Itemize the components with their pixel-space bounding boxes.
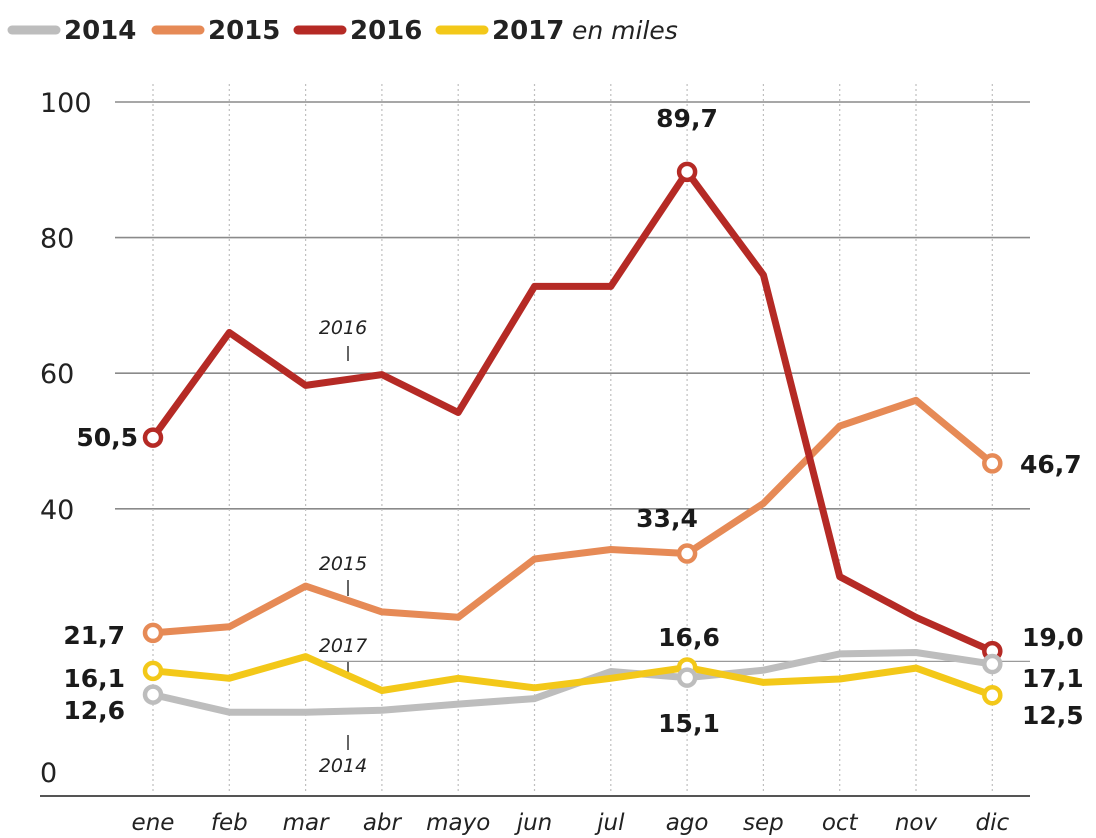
unit-label: en miles — [572, 16, 678, 45]
x-tick-label: mayo — [426, 810, 490, 836]
x-tick-label: dic — [975, 810, 1009, 836]
series-label-2015: 2015 — [319, 553, 367, 575]
series-line-2016 — [149, 168, 996, 655]
legend-label-2014: 2014 — [64, 16, 136, 46]
x-tick-label: abr — [363, 810, 403, 836]
x-axis: ene feb mar abr mayo jun jul ago sep oct nov dic — [132, 810, 1010, 836]
legend: 2014 2015 2016 2017 en miles — [7, 16, 678, 46]
y-tick-label: 100 — [40, 88, 92, 119]
series-line-2017 — [149, 653, 996, 699]
y-tick-label: 60 — [40, 359, 74, 390]
data-point-2015-dic — [982, 453, 1003, 474]
data-label-2017-ene: 16,1 — [63, 664, 125, 693]
legend-label-2016: 2016 — [350, 16, 422, 46]
series-label-2016: 2016 — [319, 317, 367, 339]
data-label-2014-dic: 17,1 — [1022, 664, 1084, 693]
data-label-2016-dic: 19,0 — [1022, 623, 1084, 652]
x-tick-label: ene — [132, 810, 175, 836]
x-tick-label: mar — [283, 810, 330, 836]
y-tick-label: 0 — [40, 758, 57, 789]
x-tick-label: ago — [666, 810, 709, 836]
x-tick-label: feb — [211, 810, 248, 836]
legend-label-2015: 2015 — [208, 16, 280, 46]
series-label-2014: 2014 — [319, 755, 367, 777]
y-tick-label: 80 — [40, 224, 74, 255]
legend-label-2017: 2017 — [492, 16, 564, 46]
data-point-2014-ago — [676, 667, 698, 688]
data-point-2014-ene — [142, 684, 164, 705]
data-point-2016-ago — [676, 161, 698, 183]
series-label-2017: 2017 — [319, 635, 367, 657]
x-tick-label: oct — [822, 810, 859, 836]
data-label-2014-ene: 12,6 — [63, 696, 125, 725]
data-point-2017-dic — [982, 685, 1003, 706]
data-label-2017-ago: 16,6 — [658, 623, 720, 652]
data-point-2016-ene — [142, 427, 164, 448]
data-label-2016-ene: 50,5 — [76, 423, 138, 452]
data-label-2016-ago: 89,7 — [656, 104, 718, 133]
data-label-2017-dic: 12,5 — [1022, 701, 1084, 730]
data-point-2014-dic — [982, 653, 1003, 675]
series-labels: 2016 2015 2017 2014 — [319, 317, 367, 777]
data-point-2015-ago — [676, 543, 698, 564]
y-axis: 0 40 60 80 100 — [40, 88, 92, 789]
x-tick-label: nov — [895, 810, 938, 836]
y-tick-label: 40 — [40, 495, 74, 526]
series-lines — [149, 168, 996, 716]
data-label-2014-ago: 15,1 — [658, 709, 720, 738]
data-points — [142, 161, 1003, 706]
data-label-2015-ago: 33,4 — [636, 504, 698, 533]
x-tick-label: jun — [514, 810, 553, 836]
data-point-2015-ene — [142, 622, 164, 644]
x-tick-label: sep — [743, 810, 784, 836]
data-labels: 50,5 89,7 19,0 21,7 33,4 46,7 16,1 16,6 12,5 12,6… — [63, 104, 1083, 738]
series-line-2015 — [149, 396, 996, 637]
data-label-2015-dic: 46,7 — [1020, 450, 1082, 479]
data-label-2015-ene: 21,7 — [63, 621, 125, 650]
data-point-2017-ene — [142, 660, 164, 682]
x-tick-label: jul — [594, 810, 625, 836]
